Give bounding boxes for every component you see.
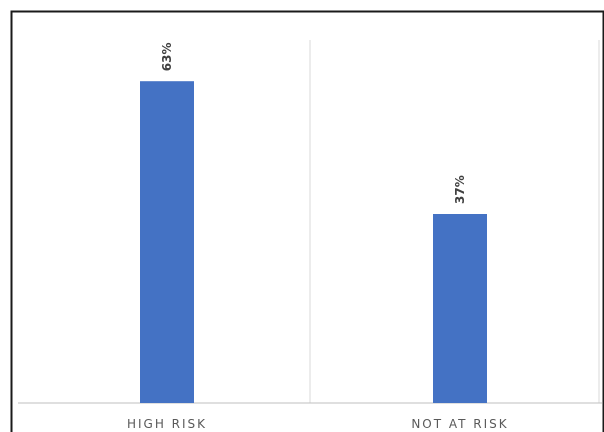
x-tick-label: HIGH RISK (127, 417, 207, 431)
bar-high-risk (140, 81, 194, 403)
x-tick-label: NOT AT RISK (411, 417, 508, 431)
bar-not-at-risk (433, 214, 487, 403)
plot-area: 63% HIGH RISK 37% NOT AT RISK (18, 40, 602, 431)
data-label: 63% (160, 42, 174, 71)
chart-border (10, 10, 604, 432)
data-label: 37% (453, 175, 467, 204)
